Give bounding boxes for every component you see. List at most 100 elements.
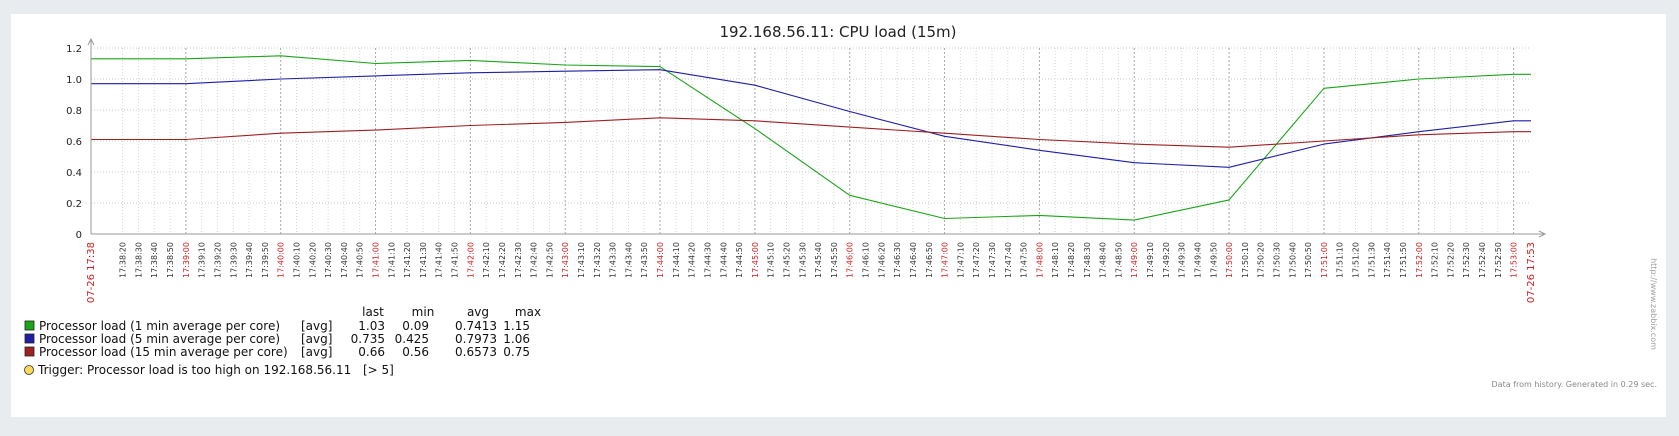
x-tick-label: 17:47:30 [988,242,997,278]
legend-max: 1.06 [503,332,530,346]
x-tick-label: 17:42:30 [514,242,523,278]
y-tick-label: 1.0 [66,75,82,86]
x-tick-label: 17:45:00 [751,242,760,278]
chart-series [91,55,1531,221]
x-tick-label: 17:39:50 [261,242,270,278]
x-tick-label: 17:52:50 [1494,242,1503,278]
x-tick-label: 17:39:30 [229,242,238,278]
legend-avg: 0.7973 [455,332,497,346]
y-axis-ticks: 0 0.2 0.4 0.6 0.8 1.0 1.2 [66,44,82,241]
x-tick-label: 17:46:00 [846,242,855,278]
x-tick-label: 17:50:30 [1273,242,1282,278]
x-tick-label: 17:48:50 [1114,242,1123,278]
x-tick-label: 17:51:40 [1383,242,1392,278]
series-line-3 [91,117,1531,148]
trigger-text: Trigger: Processor load is too high on 1… [37,363,351,377]
x-tick-label: 17:40:20 [308,242,317,278]
legend-avg: 0.6573 [455,345,497,359]
legend-func: [avg] [301,319,332,333]
x-tick-label: 17:49:00 [1130,242,1139,278]
x-tick-label: 17:48:00 [1035,242,1044,278]
x-tick-label: 17:44:40 [719,242,728,278]
x-tick-label: 17:40:50 [356,242,365,278]
legend-swatch [24,333,35,344]
x-tick-label: 17:46:10 [862,242,871,278]
x-tick-label: 17:44:20 [688,242,697,278]
x-start-label: 07-26 17:38 [86,242,97,303]
y-tick-label: 0 [76,230,82,241]
x-tick-label: 17:46:40 [909,242,918,278]
legend-avg: 0.7413 [455,319,497,333]
x-tick-label: 17:52:00 [1415,242,1424,278]
x-tick-label: 17:40:10 [292,242,301,278]
legend-max: 0.75 [503,345,530,359]
x-tick-label: 17:40:30 [324,242,333,278]
cpu-load-chart: 192.168.56.11: CPU load (15m) 0 0.2 0.4 0.6… [24,23,1658,389]
legend-swatch [24,346,35,357]
y-tick-label: 0.4 [66,168,82,179]
x-tick-label: 17:40:40 [340,242,349,278]
x-tick-label: 17:44:00 [656,242,665,278]
x-tick-label: 17:47:10 [956,242,965,278]
legend-header-avg: avg [467,305,489,319]
y-tick-label: 0.2 [66,199,82,210]
x-tick-label: 17:51:00 [1320,242,1329,278]
x-tick-label: 17:38:40 [150,242,159,278]
x-axis-arrow [1538,230,1547,238]
footer-note: Data from history. Generated in 0.29 sec… [1492,380,1657,389]
x-tick-label: 17:48:20 [1067,242,1076,278]
x-tick-label: 17:41:00 [372,242,381,278]
x-tick-label: 17:52:20 [1446,242,1455,278]
x-tick-label: 17:45:20 [782,242,791,278]
y-axis-arrow [87,37,95,46]
x-tick-label: 17:39:40 [245,242,254,278]
x-tick-label: 17:50:40 [1288,242,1297,278]
zabbix-watermark: http://www.zabbix.com [1649,258,1658,350]
legend-last: 0.66 [358,345,385,359]
x-tick-label: 17:46:30 [893,242,902,278]
y-tick-label: 1.2 [66,44,82,55]
x-tick-label: 17:43:30 [609,242,618,278]
x-axis-ticks: 17:38:20 17:38:30 17:38:40 17:38:50 17:39:00… [86,242,1537,303]
legend-max: 1.15 [503,319,530,333]
x-tick-label: 17:52:30 [1462,242,1471,278]
legend-header-min: min [412,305,435,319]
x-tick-label: 17:43:20 [593,242,602,278]
x-tick-label: 17:48:30 [1083,242,1092,278]
legend-last: 0.735 [351,332,385,346]
x-tick-label: 17:47:50 [1020,242,1029,278]
x-tick-label: 17:46:20 [877,242,886,278]
x-tick-label: 17:45:10 [767,242,776,278]
x-tick-label: 17:42:50 [545,242,554,278]
x-tick-label: 17:48:10 [1051,242,1060,278]
x-tick-label: 17:52:40 [1478,242,1487,278]
x-tick-label: 17:50:10 [1241,242,1250,278]
legend-series-name: Processor load (15 min average per core) [39,345,288,359]
x-tick-label: 17:39:20 [213,242,222,278]
series-line-2 [91,69,1531,168]
x-tick-label: 17:43:40 [624,242,633,278]
legend-header-last: last [362,305,384,319]
x-tick-label: 17:52:10 [1431,242,1440,278]
x-tick-label: 17:41:20 [403,242,412,278]
x-tick-label: 17:45:40 [814,242,823,278]
x-tick-label: 17:45:50 [830,242,839,278]
y-tick-label: 0.8 [66,106,82,117]
legend-min: 0.56 [402,345,429,359]
x-tick-label: 17:53:00 [1510,242,1519,278]
trigger-threshold: [> 5] [363,363,394,377]
x-tick-label: 17:38:30 [134,242,143,278]
x-tick-label: 17:44:50 [735,242,744,278]
x-tick-label: 17:49:30 [1178,242,1187,278]
legend-func: [avg] [301,332,332,346]
x-tick-label: 17:49:10 [1146,242,1155,278]
x-tick-label: 17:42:20 [498,242,507,278]
x-tick-label: 17:47:20 [972,242,981,278]
legend-min: 0.425 [395,332,429,346]
x-tick-label: 17:41:30 [419,242,428,278]
x-end-label: 07-26 17:53 [1526,242,1537,303]
x-tick-label: 17:50:20 [1257,242,1266,278]
x-tick-label: 17:51:30 [1367,242,1376,278]
x-tick-label: 17:42:00 [466,242,475,278]
legend-min: 0.09 [402,319,429,333]
